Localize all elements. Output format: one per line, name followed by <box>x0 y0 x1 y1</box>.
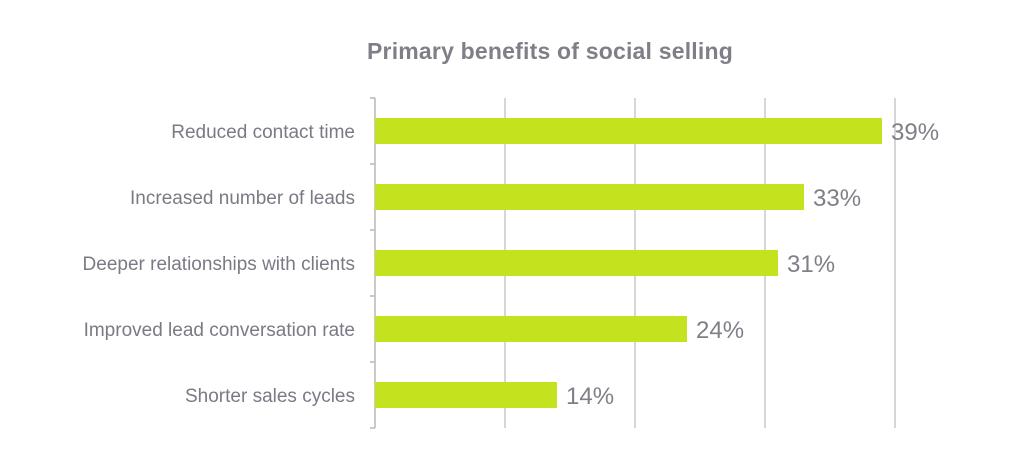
category-label: Shorter sales cycles <box>185 386 355 407</box>
data-label: 24% <box>696 317 744 344</box>
bar <box>375 184 804 210</box>
data-label: 33% <box>813 185 861 212</box>
data-label: 31% <box>787 251 835 278</box>
category-label: Reduced contact time <box>171 122 355 143</box>
data-label: 39% <box>891 119 939 146</box>
bar <box>375 118 882 144</box>
bar <box>375 316 687 342</box>
label-layer: Reduced contact time 39% Increased number … <box>83 119 940 410</box>
category-label: Deeper relationships with clients <box>83 254 355 275</box>
data-label: 14% <box>566 383 614 410</box>
category-label: Improved lead conversation rate <box>84 320 355 341</box>
chart-title: Primary benefits of social selling <box>367 38 733 64</box>
bar-layer <box>375 118 882 408</box>
category-label: Increased number of leads <box>130 188 355 209</box>
bar <box>375 382 557 408</box>
bar <box>375 250 778 276</box>
